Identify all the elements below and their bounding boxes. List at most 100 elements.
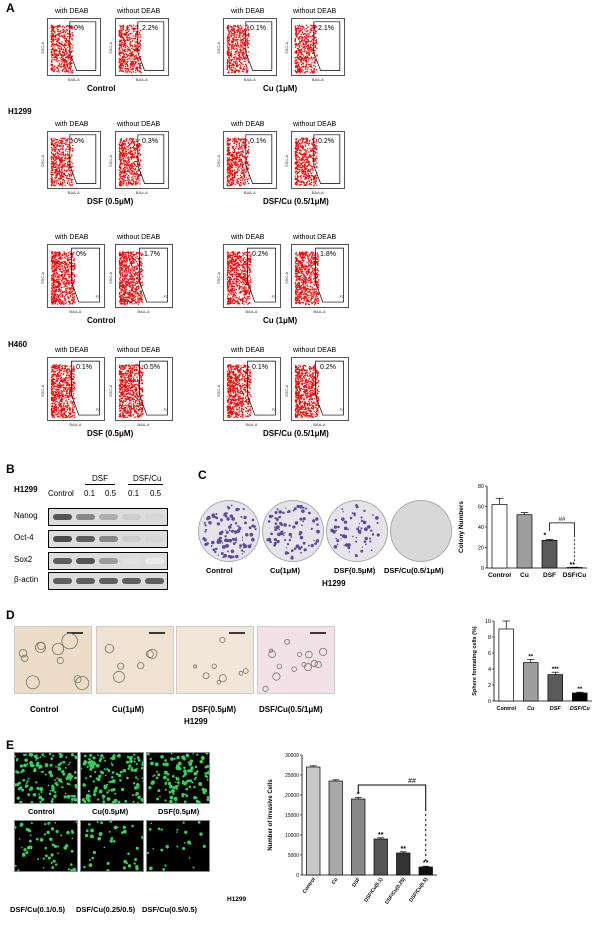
x-axis-label: BAA-A [311,190,324,195]
col-title-without: without DEAB [293,8,337,15]
condition-label: Cu (1μM) [263,316,298,325]
blot-band [53,536,72,542]
gate-percentage: 2.1% [318,24,334,32]
y-axis-label: SSC-A [216,385,221,398]
y-axis-label: SSC-A [216,42,221,55]
blot-band [53,578,72,584]
col-title-without: without DEAB [117,121,161,128]
condition-label: Control [87,84,116,93]
invasion-micrograph [13,820,78,873]
x-tick-label: DSF/Cu [570,706,591,712]
blot-band [122,536,141,542]
blot-band [53,558,72,564]
col-title-with: with DEAB [231,234,265,241]
gate-percentage: 0.1% [250,24,266,32]
col-title-without: without DEAB [117,234,161,241]
gate-percentage: 0.5% [144,364,160,372]
x-tick-label: DSF [543,572,556,579]
panel-label-d: D [6,608,15,622]
gate-name: P2 [163,407,168,412]
western-cell-line: H1299 [14,485,38,494]
flow-plot: 0.3% [115,131,169,189]
blot-band [145,558,164,564]
x-tick-label: DSF/Cu(0.5) [408,876,429,903]
invasion-label: DSF/Cu(0.25/0.5) [76,905,136,914]
x-axis-label: BAA-A [137,309,150,314]
y-axis-label: SSC-A [108,155,113,168]
bar [351,798,366,876]
flow-plot: 0% P2 [47,244,105,308]
blot-strip [48,508,168,526]
y-tick-label: 15000 [285,813,299,819]
invasion-label: DSF(0.5μM) [158,807,200,816]
bar [418,866,433,876]
x-axis-label: BAA-A [135,190,148,195]
y-axis-label: SSC-A [40,42,45,55]
sphere-label: Control [30,705,59,714]
protein-label: Nanog [14,511,38,520]
col-title-with: with DEAB [55,8,89,15]
condition-label: DSF (0.5μM) [87,429,134,438]
bar [491,504,508,569]
gate-percentage: 0.1% [250,137,266,145]
y-axis-label: SSC-A [108,42,113,55]
col-title-with: with DEAB [55,234,89,241]
x-tick-label: Control [488,572,511,579]
gate-percentage: 2.2% [142,24,158,32]
sphere-cell-line: H1299 [184,717,208,726]
panel-label-e: E [6,738,15,752]
y-tick-label: 25000 [285,773,299,779]
flow-plot: 1.7% P2 [115,244,173,308]
sphere-chart: 0 2 4 6 8 10 Sphere formating cells (%) Control… [472,619,592,712]
x-axis-label: BAA-A [243,190,256,195]
gate-percentage: 0% [76,251,87,259]
flow-plot: 0.1% P2 [47,357,105,421]
petri-dish [390,500,452,562]
x-axis-label: BAA-A [67,77,80,82]
flow-plot: 1.8% P2 [291,244,349,308]
x-axis-label: BAA-A [69,309,82,314]
blot-band [122,558,141,564]
flow-plot: 0% [47,18,101,76]
bar [572,692,588,702]
y-axis-label: Colony Numbers [458,501,465,553]
colony-cell-line: H1299 [322,579,346,588]
col-title-with: with DEAB [231,8,265,15]
invasion-label: DSF/Cu(0.1/0.5) [10,905,66,914]
sphere-label: Cu(1μM) [112,705,144,714]
x-axis-label: BAA-A [311,77,324,82]
x-tick-label: DSF/Cu [563,572,587,579]
gate-percentage: 0.2% [320,364,336,372]
sphere-label: DSF(0.5μM) [192,705,237,714]
x-tick-label: DSF [550,706,562,712]
gate-name: P2 [271,407,276,412]
flow-plot: 2.2% [115,18,169,76]
invasion-label: Control [28,807,55,816]
blot-band [99,558,118,564]
blot-band [145,514,164,520]
lane-dsfcu-01: 0.1 [128,489,140,498]
col-title-with: with DEAB [55,347,89,354]
y-tick-label: 30000 [285,753,299,759]
blot-band [76,514,95,520]
col-title-without: without DEAB [117,8,161,15]
flow-plot: 0% [47,131,101,189]
dish-label: DSF(0.5μM) [334,566,376,575]
x-axis-label: BAA-A [137,422,150,427]
x-axis-label: BAA-A [69,422,82,427]
gate-percentage: 0% [74,137,85,145]
col-title-without: without DEAB [293,234,337,241]
blot-band [76,536,95,542]
y-axis-label: SSC-A [108,272,113,285]
protein-label: β-actin [14,575,39,584]
y-tick-label: 8 [488,635,491,641]
x-tick-label: Cu [527,706,535,712]
sphere-micrograph [14,626,92,694]
gate-name: P2 [95,407,100,412]
y-axis-label: SSC-A [284,272,289,285]
blot-strip [48,530,168,548]
col-title-without: without DEAB [293,121,337,128]
bar [498,628,514,702]
bar [396,852,411,876]
gate-name: P2 [339,294,344,299]
